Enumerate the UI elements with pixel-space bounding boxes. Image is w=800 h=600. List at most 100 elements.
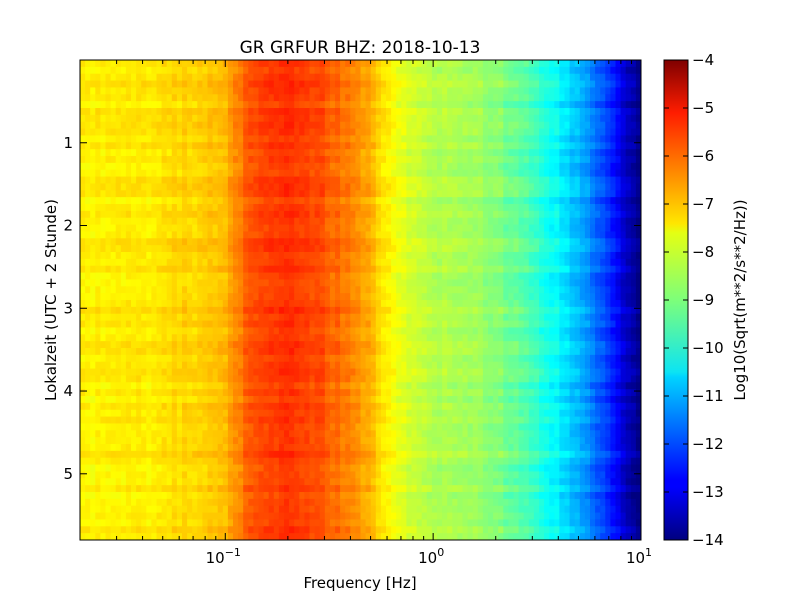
heatmap-cell <box>304 80 311 89</box>
heatmap-cell <box>151 73 158 82</box>
heatmap-cell <box>391 416 397 425</box>
heatmap-cell <box>207 197 214 205</box>
heatmap-cell <box>370 526 377 534</box>
heatmap-cell <box>273 128 280 137</box>
heatmap-cell <box>131 94 137 102</box>
heatmap-cell <box>202 197 209 205</box>
heatmap-cell <box>131 485 137 493</box>
heatmap-cell <box>350 128 356 137</box>
heatmap-cell <box>227 396 234 404</box>
heatmap-cell <box>309 334 316 342</box>
heatmap-cell <box>182 416 188 425</box>
heatmap-cell <box>166 382 173 390</box>
heatmap-cell <box>411 169 418 178</box>
heatmap-cell <box>90 402 96 411</box>
heatmap-cell <box>110 252 117 260</box>
heatmap-cell <box>187 533 193 540</box>
heatmap-cell <box>421 375 428 383</box>
heatmap-cell <box>375 149 382 157</box>
heatmap-cell <box>437 210 443 219</box>
heatmap-cell <box>340 348 346 356</box>
heatmap-cell <box>396 306 402 315</box>
heatmap-cell <box>386 471 392 479</box>
heatmap-cell <box>263 87 270 95</box>
heatmap-cell <box>304 354 311 363</box>
heatmap-cell <box>304 533 311 540</box>
heatmap-cell <box>212 396 219 404</box>
heatmap-cell <box>227 416 234 425</box>
heatmap-cell <box>360 505 367 514</box>
heatmap-cell <box>171 354 178 363</box>
heatmap-cell <box>120 471 127 479</box>
heatmap-cell <box>120 128 127 137</box>
heatmap-cell <box>85 526 91 534</box>
heatmap-cell <box>131 183 137 191</box>
heatmap-cell <box>319 334 326 342</box>
heatmap-cell <box>437 389 443 397</box>
heatmap-cell <box>248 197 254 205</box>
heatmap-cell <box>340 361 346 370</box>
heatmap-cell <box>309 341 316 349</box>
heatmap-cell <box>350 101 356 109</box>
heatmap-cell <box>416 519 423 527</box>
heatmap-cell <box>207 94 214 102</box>
heatmap-cell <box>151 66 158 75</box>
heatmap-cell <box>380 464 387 473</box>
heatmap-cell <box>416 169 423 178</box>
heatmap-cell <box>380 60 387 68</box>
heatmap-cell <box>243 217 249 226</box>
heatmap-cell <box>166 156 173 164</box>
heatmap-cell <box>335 73 341 82</box>
heatmap-cell <box>125 512 132 521</box>
heatmap-cell <box>263 402 270 411</box>
heatmap-cell <box>411 396 418 404</box>
heatmap-cell <box>294 87 300 95</box>
heatmap-cell <box>176 128 183 137</box>
heatmap-cell <box>156 156 163 164</box>
heatmap-cell <box>365 169 372 178</box>
heatmap-cell <box>90 444 96 452</box>
heatmap-cell <box>141 389 147 397</box>
heatmap-cell <box>299 108 305 116</box>
heatmap-cell <box>386 409 392 418</box>
heatmap-cell <box>278 464 285 473</box>
heatmap-cell <box>268 450 275 459</box>
heatmap-cell <box>278 135 285 143</box>
heatmap-cell <box>268 252 275 260</box>
heatmap-cell <box>401 66 407 75</box>
heatmap-cell <box>263 361 270 370</box>
heatmap-cell <box>391 128 397 137</box>
heatmap-cell <box>416 498 423 507</box>
heatmap-cell <box>125 313 132 322</box>
heatmap-cell <box>258 498 265 507</box>
heatmap-cell <box>263 354 270 363</box>
heatmap-cell <box>192 293 198 301</box>
heatmap-cell <box>156 533 163 540</box>
heatmap-cell <box>176 478 183 486</box>
heatmap-cell <box>268 94 275 102</box>
heatmap-cell <box>141 306 147 315</box>
heatmap-cell <box>80 252 86 260</box>
heatmap-cell <box>182 457 188 466</box>
heatmap-cell <box>253 94 260 102</box>
heatmap-cell <box>151 169 158 178</box>
heatmap-cell <box>233 149 239 157</box>
heatmap-cell <box>100 512 107 521</box>
heatmap-cell <box>131 300 137 308</box>
heatmap-cell <box>309 224 316 233</box>
heatmap-cell <box>309 471 316 479</box>
heatmap-cell <box>416 320 423 329</box>
heatmap-cell <box>227 334 234 342</box>
heatmap-cell <box>340 423 346 431</box>
heatmap-cell <box>396 341 402 349</box>
heatmap-cell <box>222 210 229 219</box>
heatmap-cell <box>416 87 423 95</box>
heatmap-cell <box>421 272 428 281</box>
heatmap-cell <box>100 327 107 335</box>
heatmap-cell <box>380 409 387 418</box>
heatmap-cell <box>350 142 356 150</box>
heatmap-cell <box>95 430 101 438</box>
heatmap-cell <box>85 402 91 411</box>
heatmap-cell <box>396 128 402 137</box>
heatmap-cell <box>100 533 107 540</box>
